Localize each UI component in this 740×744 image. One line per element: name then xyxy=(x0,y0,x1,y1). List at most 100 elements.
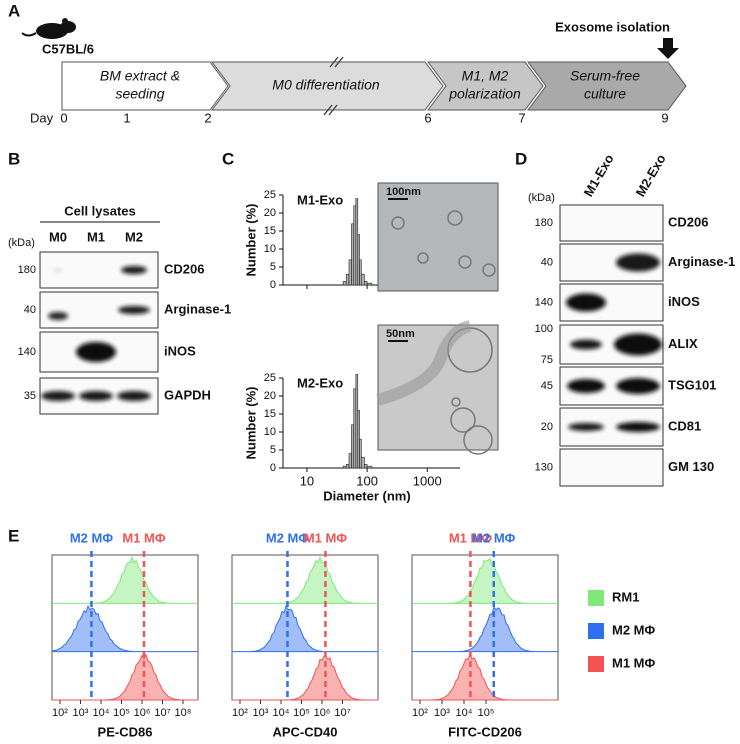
y-tick-label: 0 xyxy=(270,279,276,291)
mw-label: 75 xyxy=(541,354,553,366)
histogram-bar xyxy=(351,223,355,286)
histogram-bar xyxy=(345,464,350,469)
x-axis-label: Diameter (nm) xyxy=(323,488,410,503)
band xyxy=(570,339,602,350)
y-tick-label: 25 xyxy=(264,189,276,201)
stage-label: culture xyxy=(584,86,626,102)
mouse-icon xyxy=(21,18,76,39)
blot-frame xyxy=(39,291,159,329)
unit-label: (kDa) xyxy=(8,237,35,249)
histogram-bar xyxy=(364,464,368,469)
mw-label: 40 xyxy=(24,304,36,316)
marker-label: M1 MΦ xyxy=(304,530,348,545)
histogram-bar xyxy=(364,281,368,286)
y-tick-label: 15 xyxy=(264,225,276,237)
strain-label: C57BL/6 xyxy=(42,41,94,56)
sample-label: M1-Exo xyxy=(297,192,343,207)
histogram-bar xyxy=(359,438,362,469)
mw-label: 140 xyxy=(18,346,36,358)
histogram-bar xyxy=(351,424,355,469)
legend-swatch xyxy=(588,623,604,639)
day-label: Day xyxy=(30,110,54,125)
day-number: 6 xyxy=(424,110,431,125)
mw-label: 40 xyxy=(541,256,553,268)
x-tick-label: 10⁴ xyxy=(456,707,473,719)
day-number: 1 xyxy=(123,110,130,125)
band xyxy=(567,379,605,393)
vesicle xyxy=(482,263,496,277)
panel-label: C xyxy=(222,149,234,168)
band xyxy=(54,268,62,272)
histogram-bar xyxy=(353,388,357,469)
legend-swatch xyxy=(588,590,604,606)
vesicle xyxy=(447,210,463,226)
legend-swatch xyxy=(588,656,604,672)
protein-label: GM 130 xyxy=(668,459,714,474)
panel-label: B xyxy=(8,149,20,168)
protein-label: TSG101 xyxy=(668,377,716,392)
density-curve xyxy=(231,605,378,653)
scale-bar-label: 50nm xyxy=(386,328,415,340)
day-number: 9 xyxy=(661,110,668,125)
x-tick-label: 10³ xyxy=(73,707,89,719)
band xyxy=(614,333,662,356)
protein-label: iNOS xyxy=(668,294,700,309)
stage-label: Serum-free xyxy=(570,68,640,84)
histogram-bar xyxy=(345,273,350,286)
panel-label: D xyxy=(515,149,527,168)
x-tick-label: 10⁶ xyxy=(314,707,331,719)
marker-label: M2 MΦ xyxy=(472,530,516,545)
histogram-bar xyxy=(348,453,352,469)
x-tick-label: 1000 xyxy=(413,473,442,488)
sample-label: M2-Exo xyxy=(297,375,343,390)
legend-label: RM1 xyxy=(612,589,639,604)
histogram-bar xyxy=(359,259,362,286)
band xyxy=(117,391,151,401)
marker-label: M2 MΦ xyxy=(70,530,114,545)
plot-frame xyxy=(231,554,379,701)
x-tick-label: 10² xyxy=(412,707,428,719)
y-tick-label: 5 xyxy=(270,261,276,273)
mw-label: 180 xyxy=(535,217,553,229)
histogram-bar xyxy=(360,456,365,469)
band xyxy=(48,312,68,320)
panel-label: A xyxy=(8,1,20,20)
stage-label: M1, M2 xyxy=(462,68,509,84)
day-number: 0 xyxy=(60,110,67,125)
x-axis-label: APC-CD40 xyxy=(272,724,337,739)
y-axis-label: Number (%) xyxy=(243,204,258,277)
mw-label: 20 xyxy=(541,421,553,433)
histogram-bar xyxy=(353,205,357,286)
band xyxy=(41,391,75,401)
y-tick-label: 15 xyxy=(264,408,276,420)
density-curve xyxy=(412,558,558,604)
y-tick-label: 20 xyxy=(264,207,276,219)
mw-label: 45 xyxy=(541,380,553,392)
x-tick-label: 10³ xyxy=(253,707,269,719)
histogram-bar xyxy=(342,465,347,469)
x-tick-label: 10 xyxy=(300,473,314,488)
band xyxy=(616,378,660,394)
density-curve xyxy=(51,604,198,653)
x-tick-label: 10³ xyxy=(434,707,450,719)
mw-label: 140 xyxy=(535,296,553,308)
vesicle xyxy=(391,216,405,230)
density-curve xyxy=(232,555,378,604)
band xyxy=(76,342,116,362)
histogram-bar xyxy=(348,259,352,286)
band xyxy=(121,266,147,274)
stage-label: seeding xyxy=(115,86,164,102)
scale-bar-label: 100nm xyxy=(386,186,421,198)
vesicle xyxy=(463,425,493,455)
band xyxy=(118,306,150,314)
stage-label: M0 differentiation xyxy=(272,77,380,93)
stage-label: BM extract & xyxy=(100,68,180,84)
band xyxy=(568,423,604,431)
mw-label: 180 xyxy=(18,264,36,276)
protein-label: CD206 xyxy=(668,214,708,229)
stage-arrow xyxy=(61,61,229,111)
stage-label: polarization xyxy=(448,86,521,102)
y-tick-label: 20 xyxy=(264,390,276,402)
tem-image xyxy=(377,324,499,451)
